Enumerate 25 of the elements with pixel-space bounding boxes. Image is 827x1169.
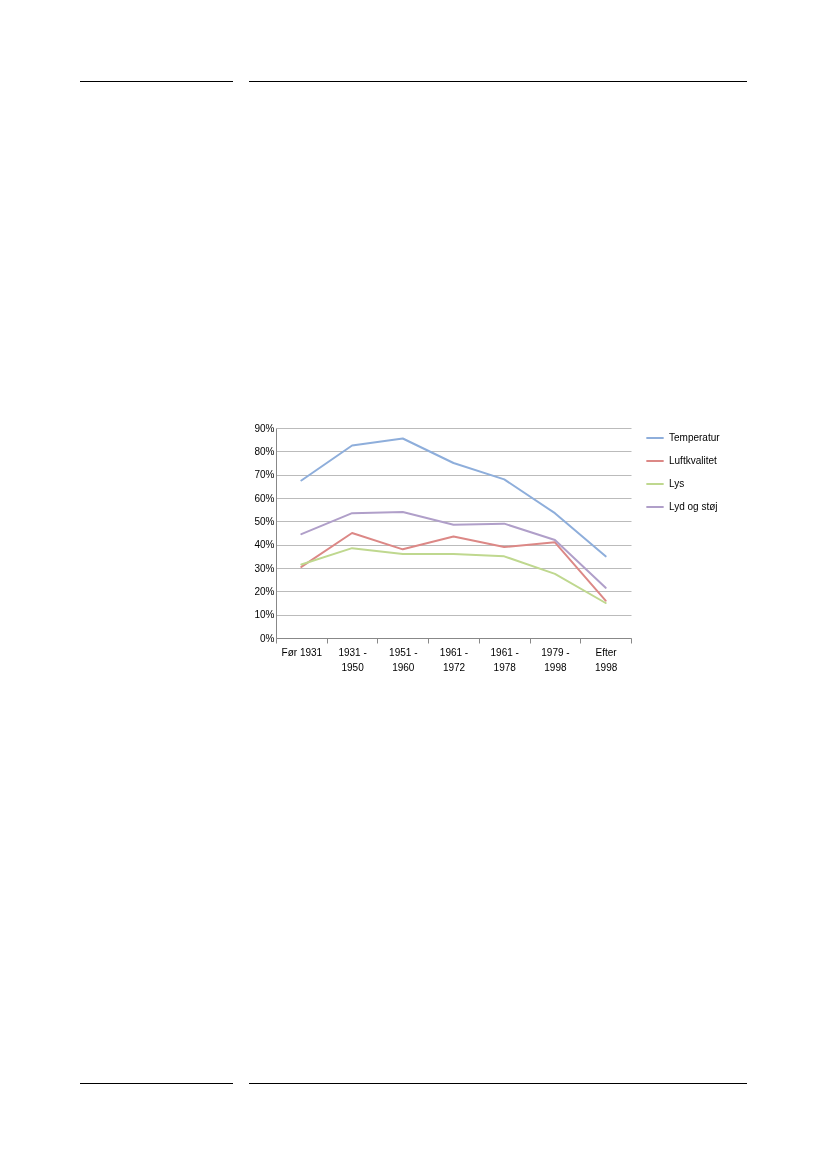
y-tick-label: 50% <box>254 515 275 527</box>
y-tick-label: 40% <box>254 539 275 551</box>
legend-label: Luftkvalitet <box>669 455 718 466</box>
line-series <box>300 511 607 589</box>
y-tick-label: 30% <box>254 562 275 574</box>
x-tick-label: 1931 - 1950 <box>338 646 367 673</box>
x-tick-label: Efter 1998 <box>595 646 618 673</box>
line-series <box>300 532 607 602</box>
x-tick-label: 1951 - 1960 <box>389 646 418 673</box>
y-tick-label: 10% <box>254 609 275 621</box>
x-tick-label: Før 1931 <box>281 646 323 658</box>
y-tick-label: 90% <box>254 422 275 434</box>
y-tick-label: 20% <box>254 585 275 597</box>
line-series <box>300 547 607 604</box>
y-tick-label: 0% <box>260 632 275 644</box>
legend-label: Lys <box>669 478 685 489</box>
y-tick-label: 60% <box>254 492 275 504</box>
x-tick-label: 1961 - 1972 <box>439 646 469 673</box>
legend-label: Temperatur <box>669 432 721 443</box>
x-tick-label: 1979 - 1998 <box>541 646 570 673</box>
y-tick-label: 70% <box>254 469 275 481</box>
legend-label: Lyd og støj <box>669 501 718 512</box>
y-tick-label: 80% <box>254 445 275 457</box>
x-tick-label: 1961 - 1978 <box>490 646 519 673</box>
line-series <box>300 437 607 558</box>
